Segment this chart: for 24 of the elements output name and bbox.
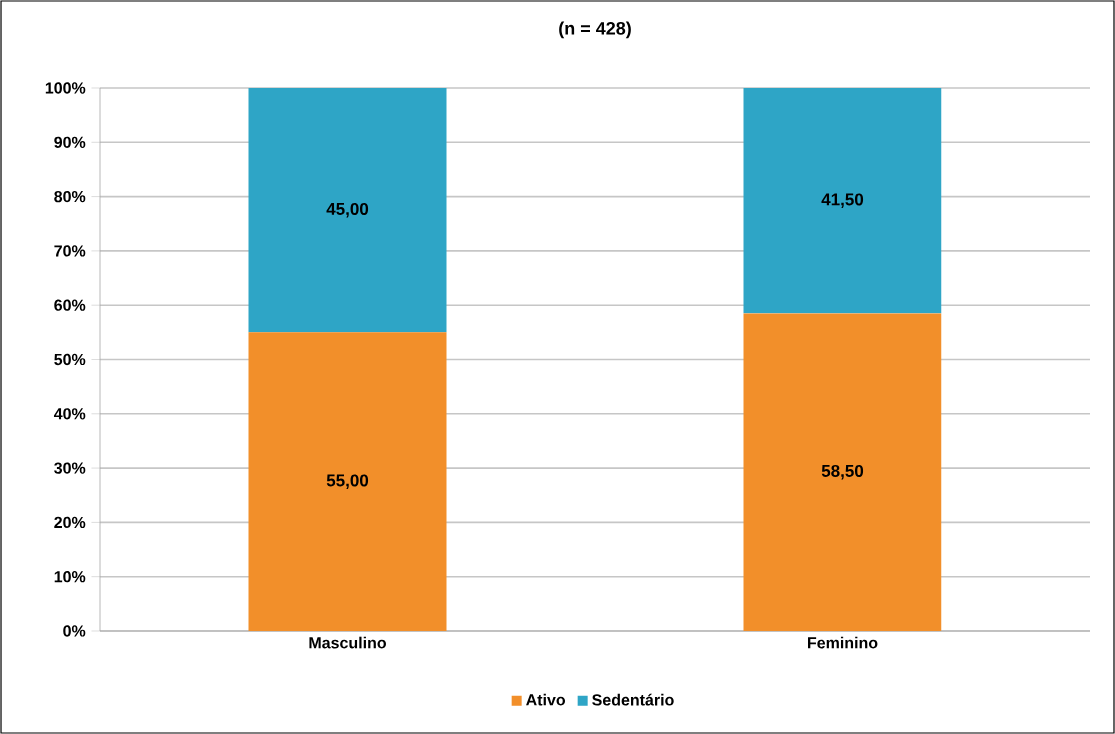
- y-tick-label: 80%: [54, 190, 86, 203]
- y-tick-label: 60%: [54, 299, 86, 311]
- y-tick-label: 100%: [45, 82, 86, 94]
- data-label: 55,00: [326, 474, 369, 489]
- y-tick-label: 0%: [63, 625, 86, 637]
- y-tick-label: 50%: [54, 353, 86, 366]
- legend-label: Ativo: [526, 693, 566, 706]
- y-tick-label: 10%: [54, 571, 86, 583]
- chart-title: (n = 428): [559, 21, 631, 39]
- bar: [248, 332, 447, 631]
- bar: [743, 88, 942, 314]
- y-tick-label: 70%: [54, 245, 86, 257]
- x-tick-label: Feminino: [808, 636, 878, 649]
- y-tick-label: 40%: [53, 408, 86, 420]
- data-label: 41,50: [821, 193, 864, 208]
- y-tick-label: 90%: [54, 136, 86, 148]
- bar: [248, 88, 447, 333]
- legend-label: Sedentário: [592, 693, 674, 706]
- y-tick-label: 30%: [54, 462, 86, 474]
- data-label: 58,50: [821, 464, 864, 480]
- y-tick-label: 20%: [54, 516, 86, 529]
- x-tick-label: Masculino: [309, 636, 387, 649]
- data-label: 45,00: [326, 202, 369, 218]
- bar: [743, 313, 942, 631]
